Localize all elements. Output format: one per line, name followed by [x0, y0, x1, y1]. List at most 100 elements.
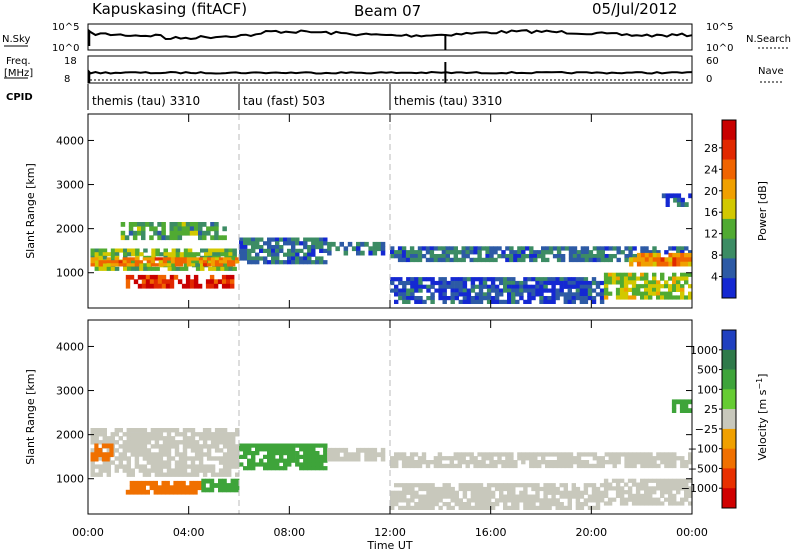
heatmap-cell: [138, 432, 144, 437]
heatmap-cell: [311, 458, 316, 463]
heatmap-cell: [291, 256, 296, 261]
heatmap-cell: [271, 256, 276, 261]
heatmap-cell: [648, 478, 653, 483]
heatmap-cell: [619, 287, 625, 292]
heatmap-cell: [126, 448, 131, 453]
heatmap-cell: [551, 490, 556, 495]
heatmap-cell: [430, 299, 435, 304]
heatmap-cell: [150, 464, 156, 469]
heatmap-cell: [501, 452, 506, 457]
heatmap-cell: [629, 257, 634, 263]
heatmap-cell: [551, 284, 556, 289]
heatmap-cell: [493, 246, 498, 251]
heatmap-cell: [90, 248, 95, 253]
heatmap-cell: [105, 452, 110, 458]
heatmap-cell: [231, 444, 236, 449]
heatmap-cell: [537, 463, 542, 469]
heatmap-cell: [507, 486, 512, 492]
colorbar-tick-label: −1000: [681, 482, 718, 495]
heatmap-cell: [548, 460, 554, 465]
heatmap-cell: [507, 483, 512, 488]
heatmap-cell: [227, 452, 232, 457]
heatmap-cell: [165, 489, 170, 495]
heatmap-cell: [421, 460, 427, 465]
heatmap-cell: [247, 256, 252, 261]
heatmap-cell: [430, 284, 435, 289]
heatmap-cell: [450, 505, 455, 510]
heatmap-cell: [153, 283, 159, 289]
heatmap-cell: [523, 502, 528, 507]
heatmap-cell: [194, 257, 200, 261]
heatmap-cell: [126, 263, 131, 267]
heatmap-cell: [672, 460, 677, 465]
heatmap-cell: [232, 255, 237, 260]
heatmap-cell: [450, 288, 455, 293]
heatmap-cell: [394, 483, 399, 488]
heatmap-cell: [102, 428, 107, 433]
heatmap-cell: [142, 452, 148, 457]
heatmap-cell: [214, 222, 219, 227]
heatmap-cell: [664, 456, 669, 461]
heatmap-cell: [209, 478, 215, 484]
heatmap-cell: [470, 490, 476, 495]
heatmap-cell: [146, 448, 152, 453]
heatmap-cell: [166, 472, 172, 477]
heatmap-cell: [648, 280, 653, 285]
heatmap-cell: [154, 468, 160, 473]
heatmap-cell: [146, 452, 152, 457]
heatmap-cell: [209, 487, 215, 493]
heatmap-cell: [466, 498, 472, 503]
heatmap-cell: [668, 478, 673, 483]
heatmap-cell: [205, 283, 211, 289]
heatmap-cell: [327, 241, 332, 247]
heatmap-cell: [503, 280, 508, 286]
heatmap-cell: [206, 468, 212, 473]
heatmap-cell: [684, 478, 689, 483]
heatmap-cell: [466, 277, 472, 282]
heatmap-cell: [676, 276, 681, 281]
heatmap-cell: [142, 468, 148, 473]
heatmap-cell: [275, 245, 280, 250]
heatmap-cell: [474, 483, 480, 488]
heatmap-cell: [563, 483, 568, 488]
heatmap-cell: [307, 260, 312, 265]
heatmap-cell: [134, 464, 140, 469]
heatmap-cell: [110, 432, 115, 437]
heatmap-cell: [684, 246, 689, 251]
heatmap-cell: [231, 432, 236, 437]
heatmap-cell: [461, 456, 466, 461]
heatmap-cell: [485, 463, 490, 469]
heatmap-cell: [595, 280, 601, 286]
heatmap-cell: [106, 263, 111, 267]
heatmap-cell: [202, 230, 207, 236]
heatmap-cell: [458, 486, 463, 492]
heatmap-cell: [299, 462, 304, 467]
heatmap-cell: [527, 288, 532, 293]
heatmap-cell: [494, 284, 500, 289]
heatmap-cell: [102, 436, 107, 441]
heatmap-cell: [161, 226, 166, 232]
heatmap-cell: [676, 482, 681, 487]
heatmap-cell: [567, 502, 572, 507]
heatmap-cell: [652, 463, 657, 469]
heatmap-cell: [405, 257, 411, 263]
heatmap-cell: [398, 292, 403, 297]
heatmap-cell: [499, 490, 504, 495]
heatmap-cell: [105, 443, 110, 449]
heatmap-cell: [507, 505, 512, 510]
heatmap-cell: [547, 505, 552, 510]
heatmap-cell: [505, 456, 510, 461]
heatmap-cell: [591, 277, 597, 282]
heatmap-cell: [154, 472, 160, 477]
heatmap-cell: [490, 505, 496, 510]
heatmap-cell: [426, 296, 431, 301]
heatmap-cell: [684, 463, 689, 469]
heatmap-cell: [158, 468, 164, 473]
nsky-panel: N.Sky 10^5 10^0 10^5 10^0 N.Search: [2, 22, 791, 54]
heatmap-cell: [482, 505, 488, 510]
heatmap-cell: [672, 486, 677, 491]
heatmap-cell: [157, 230, 162, 236]
heatmap-cell: [307, 454, 312, 459]
heatmap-cell: [501, 460, 506, 465]
